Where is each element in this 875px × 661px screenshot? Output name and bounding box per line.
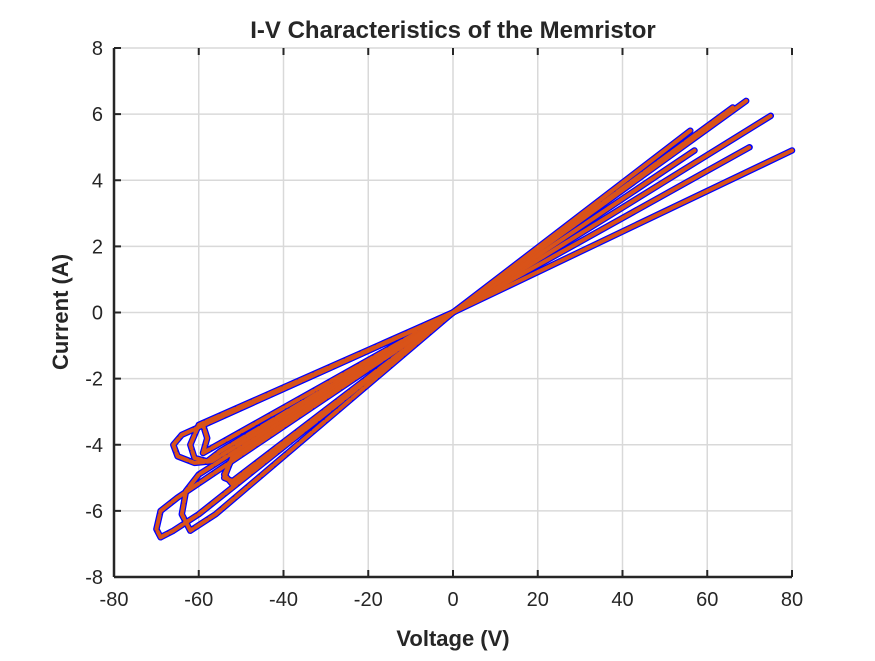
y-tick-label-1: -6: [85, 501, 103, 523]
y-tick-label-0: -8: [85, 567, 103, 589]
y-tick-label-6: 4: [92, 170, 103, 192]
data-series: [153, 97, 796, 541]
y-axis-label: Current (A): [48, 254, 73, 370]
x-tick-label-0: -80: [100, 589, 129, 611]
x-axis-label: Voltage (V): [396, 626, 509, 651]
x-tick-label-3: -20: [354, 589, 383, 611]
series-1-loop-6: [222, 128, 693, 487]
y-tick-label-4: 0: [92, 303, 103, 325]
series-1-loop-5: [179, 148, 697, 533]
y-tick-label-2: -4: [85, 435, 103, 457]
x-tick-label-7: 60: [696, 589, 718, 611]
grid: [113, 47, 793, 578]
series-1-loop-1: [188, 113, 773, 464]
x-tick-label-8: 80: [781, 589, 803, 611]
y-tick-label-8: 8: [92, 38, 103, 60]
series-1: [154, 98, 794, 540]
x-tick-label-6: 40: [611, 589, 633, 611]
y-tick-label-3: -2: [85, 369, 103, 391]
y-tick-label-5: 2: [92, 236, 103, 258]
x-tick-label-1: -60: [184, 589, 213, 611]
chart-title: I-V Characteristics of the Memristor: [250, 17, 655, 44]
series-1-loop-2: [171, 148, 794, 465]
x-tick-label-5: 20: [527, 589, 549, 611]
y-tick-label-7: 6: [92, 104, 103, 126]
x-tick-label-2: -40: [269, 589, 298, 611]
x-tick-label-4: 0: [447, 589, 458, 611]
